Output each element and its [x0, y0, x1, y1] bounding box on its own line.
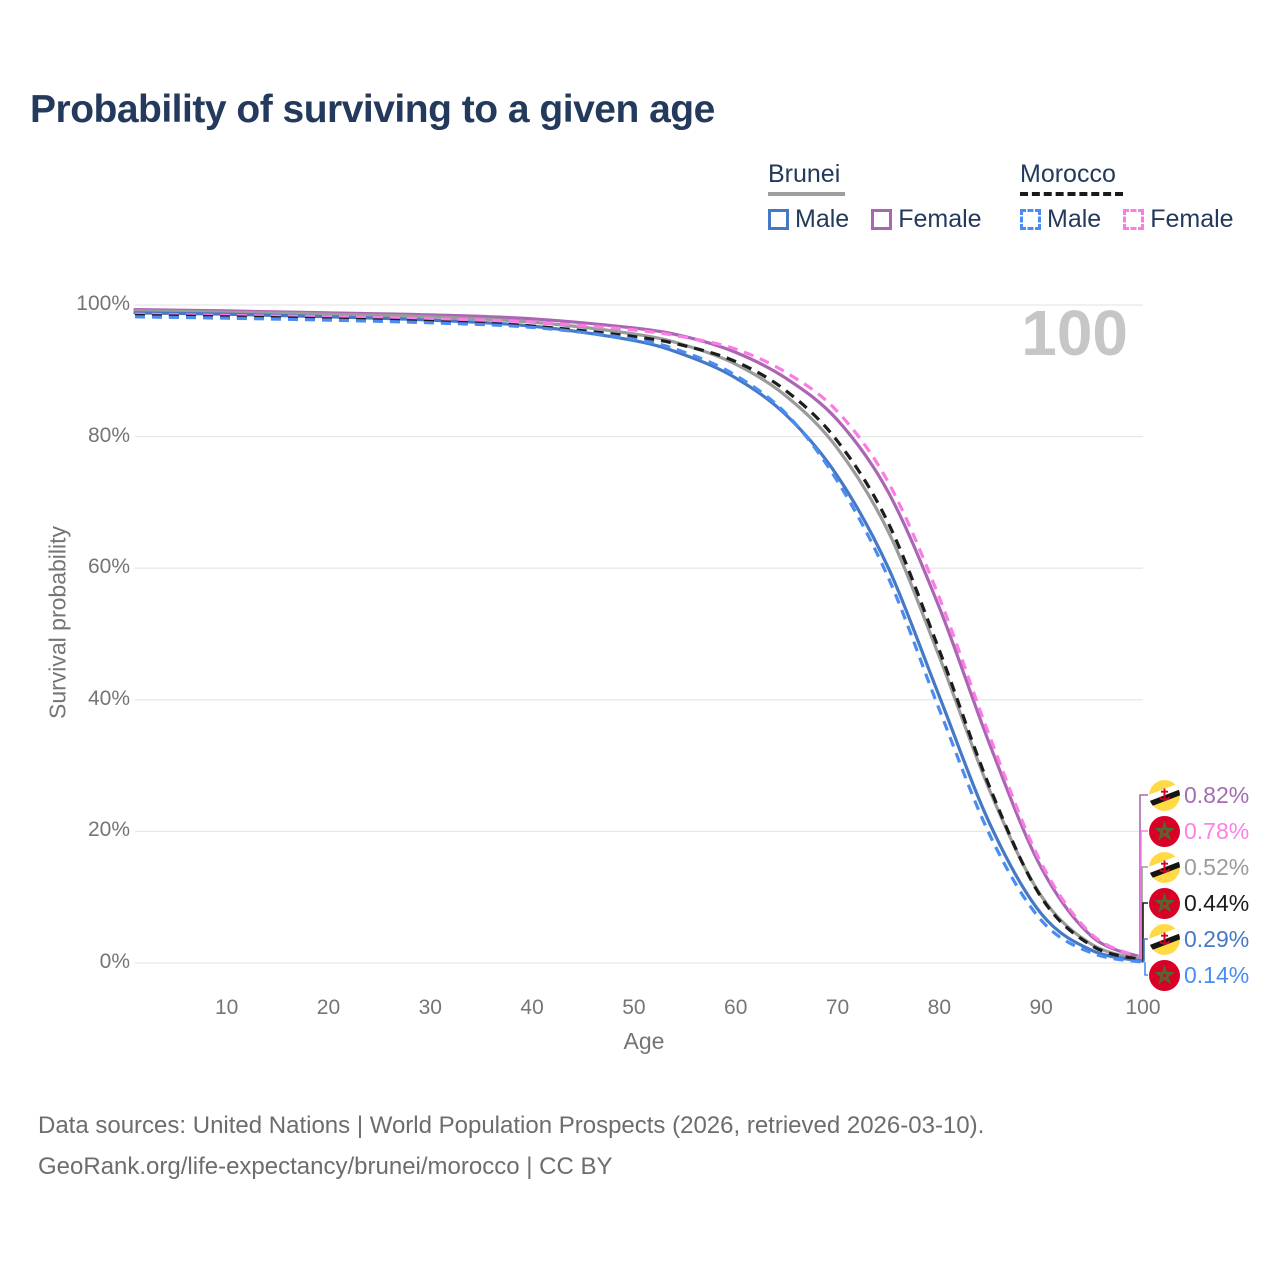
y-axis-title: Survival probability	[44, 525, 71, 720]
x-tick-20: 20	[316, 996, 341, 1019]
endpoint-leader-brunei-total	[1141, 866, 1148, 960]
brunei-flag-icon	[1149, 851, 1180, 883]
legend-group-brunei: Brunei Male Female	[768, 160, 982, 234]
endpoint-value: 0.52%	[1184, 853, 1250, 880]
legend-item-morocco-male[interactable]: Male	[1020, 205, 1101, 234]
endpoint-value: 0.78%	[1184, 817, 1250, 844]
endpoint-value: 0.29%	[1184, 925, 1250, 952]
legend-country-brunei: Brunei	[768, 160, 841, 188]
endpoint-leader-brunei-male	[1143, 938, 1148, 962]
x-tick-90: 90	[1029, 996, 1053, 1019]
x-tick-80: 80	[927, 996, 952, 1019]
x-axis-title: Age	[623, 1028, 665, 1054]
chart-title: Probability of surviving to a given age	[30, 88, 715, 131]
morocco-flag-icon	[1149, 815, 1180, 847]
legend-item-brunei-male[interactable]: Male	[768, 205, 849, 234]
endpoint-label-morocco-female: 0.78%	[1149, 815, 1249, 847]
legend-item-brunei-female[interactable]: Female	[871, 205, 982, 234]
y-tick-60%: 60%	[87, 555, 130, 579]
y-tick-80%: 80%	[87, 423, 130, 447]
footer-link: GeoRank.org/life-expectancy/brunei/moroc…	[38, 1152, 613, 1180]
brunei-flag-icon	[1149, 779, 1180, 811]
endpoint-label-morocco-male: 0.14%	[1149, 959, 1249, 991]
legend-label: Male	[795, 205, 850, 233]
endpoint-leader-morocco-male	[1144, 962, 1148, 976]
legend-group-morocco: Morocco Male Female	[1020, 160, 1234, 234]
legend-label: Male	[1047, 205, 1102, 233]
morocco-flag-icon	[1149, 887, 1180, 919]
y-tick-0%: 0%	[99, 950, 130, 973]
brunei-solid-line-sample	[768, 192, 845, 196]
endpoint-leader-morocco-total	[1142, 902, 1148, 961]
endpoint-label-brunei-male: 0.29%	[1149, 923, 1249, 955]
age-watermark: 100	[1021, 297, 1128, 369]
series-line-morocco-male	[134, 315, 1144, 964]
brunei-flag-icon	[1149, 923, 1180, 955]
brunei-male-swatch	[768, 209, 789, 230]
footer: Data sources: United Nations | World Pop…	[38, 1106, 984, 1188]
x-tick-10: 10	[214, 996, 239, 1019]
morocco-male-swatch	[1020, 209, 1041, 230]
endpoint-value: 0.14%	[1184, 961, 1250, 988]
legend-country-morocco: Morocco	[1020, 160, 1116, 188]
series-line-brunei-male	[133, 311, 1145, 963]
endpoint-leader-morocco-female	[1140, 830, 1148, 958]
morocco-dashed-line-sample	[1020, 192, 1123, 196]
footer-sources: Data sources: United Nations | World Pop…	[38, 1112, 985, 1139]
brunei-female-swatch	[871, 209, 893, 230]
x-tick-40: 40	[520, 996, 544, 1019]
x-tick-70: 70	[825, 996, 850, 1019]
legend-label: Female	[1150, 205, 1234, 233]
endpoint-label-brunei-total: 0.52%	[1149, 851, 1249, 883]
y-tick-20%: 20%	[87, 818, 130, 842]
legend-label: Female	[898, 205, 982, 233]
x-tick-100: 100	[1125, 996, 1161, 1019]
endpoint-leader-brunei-female	[1139, 794, 1148, 958]
y-tick-40%: 40%	[87, 686, 130, 710]
series-line-brunei-total	[133, 309, 1145, 962]
endpoint-value: 0.44%	[1184, 889, 1250, 916]
legend-item-morocco-female[interactable]: Female	[1123, 205, 1234, 234]
morocco-female-swatch	[1123, 209, 1145, 230]
endpoint-value: 0.82%	[1184, 781, 1250, 808]
series-line-brunei-female	[133, 308, 1145, 960]
series-line-morocco-total	[134, 313, 1144, 962]
endpoint-label-brunei-female: 0.82%	[1149, 779, 1249, 811]
series-line-morocco-female	[134, 312, 1144, 960]
morocco-flag-icon	[1149, 959, 1180, 991]
x-tick-30: 30	[418, 996, 442, 1019]
endpoint-label-morocco-total: 0.44%	[1149, 887, 1249, 919]
x-tick-50: 50	[622, 996, 646, 1019]
x-tick-60: 60	[724, 996, 748, 1019]
y-tick-100%: 100%	[76, 292, 130, 315]
